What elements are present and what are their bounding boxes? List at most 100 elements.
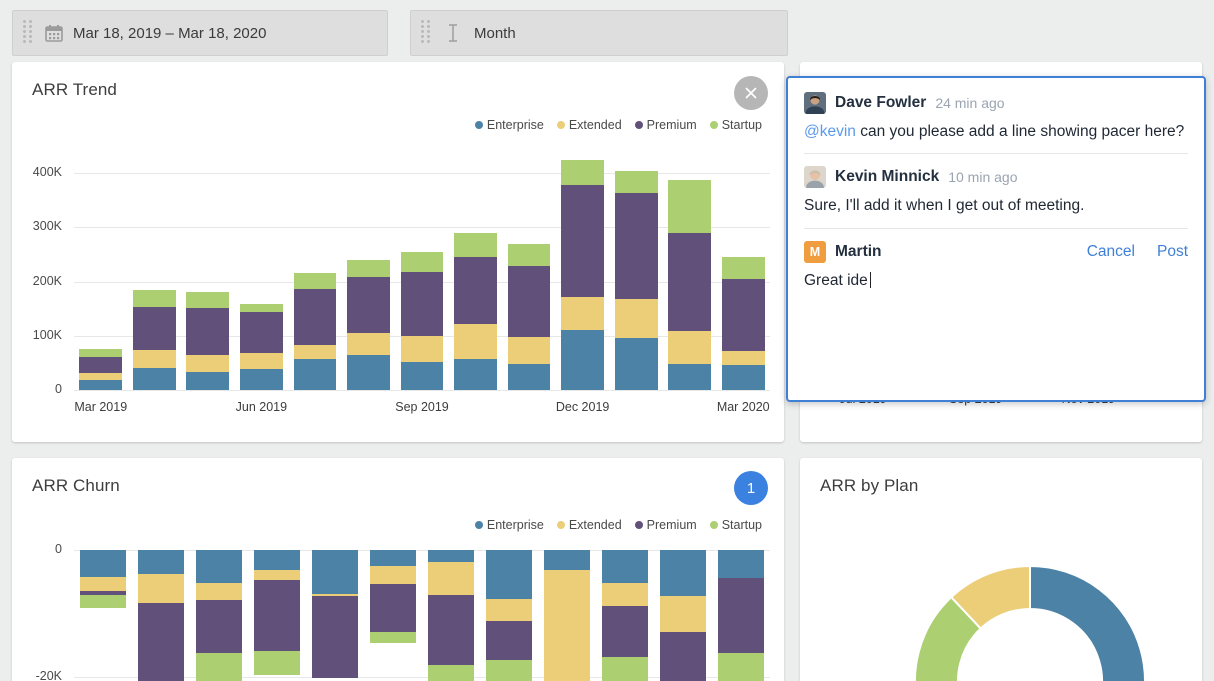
legend-item-enterprise[interactable]: Enterprise bbox=[474, 118, 544, 132]
bar-column[interactable] bbox=[186, 292, 230, 390]
bar-segment-extended[interactable] bbox=[132, 349, 176, 369]
bar-segment-extended[interactable] bbox=[79, 372, 123, 381]
bar-column[interactable] bbox=[138, 550, 184, 681]
bar-segment-startup[interactable] bbox=[370, 632, 416, 644]
bar-segment-extended[interactable] bbox=[602, 582, 648, 607]
donut-slice-enterprise[interactable] bbox=[1029, 564, 1146, 681]
bar-column[interactable] bbox=[721, 257, 765, 390]
bar-segment-premium[interactable] bbox=[80, 591, 126, 596]
bar-column[interactable] bbox=[668, 180, 712, 390]
bar-segment-premium[interactable] bbox=[602, 606, 648, 657]
bar-segment-premium[interactable] bbox=[507, 266, 551, 338]
bar-segment-startup[interactable] bbox=[400, 252, 444, 273]
bar-segment-premium[interactable] bbox=[428, 595, 474, 665]
bar-segment-enterprise[interactable] bbox=[660, 550, 706, 597]
bar-segment-startup[interactable] bbox=[347, 260, 390, 278]
bar-segment-startup[interactable] bbox=[668, 180, 712, 234]
bar-segment-premium[interactable] bbox=[312, 596, 358, 679]
bar-segment-premium[interactable] bbox=[400, 272, 444, 336]
bar-segment-startup[interactable] bbox=[196, 653, 242, 681]
arr-churn-chart[interactable]: 0 -20K bbox=[12, 538, 784, 681]
bar-segment-premium[interactable] bbox=[614, 192, 658, 299]
bar-segment-extended[interactable] bbox=[668, 331, 712, 364]
drag-handle-icon[interactable] bbox=[23, 20, 33, 46]
bar-column[interactable] bbox=[718, 550, 764, 681]
legend-item-extended[interactable]: Extended bbox=[556, 518, 622, 532]
bar-segment-premium[interactable] bbox=[138, 603, 184, 681]
legend-item-startup[interactable]: Startup bbox=[709, 518, 762, 532]
bar-segment-premium[interactable] bbox=[486, 621, 532, 661]
bar-column[interactable] bbox=[602, 550, 648, 681]
bar-segment-startup[interactable] bbox=[486, 660, 532, 681]
bar-column[interactable] bbox=[507, 243, 551, 390]
bar-segment-extended[interactable] bbox=[614, 298, 658, 338]
legend-item-premium[interactable]: Premium bbox=[634, 518, 697, 532]
bar-column[interactable] bbox=[347, 260, 390, 390]
bar-segment-extended[interactable] bbox=[370, 566, 416, 585]
bar-segment-premium[interactable] bbox=[347, 277, 390, 334]
bar-segment-premium[interactable] bbox=[132, 306, 176, 350]
bar-segment-startup[interactable] bbox=[507, 243, 551, 267]
status-badge[interactable]: 1 bbox=[734, 471, 768, 505]
bar-segment-extended[interactable] bbox=[428, 562, 474, 596]
bar-column[interactable] bbox=[486, 550, 532, 681]
bar-segment-startup[interactable] bbox=[239, 303, 283, 312]
bar-column[interactable] bbox=[614, 170, 658, 390]
bar-segment-enterprise[interactable] bbox=[668, 363, 712, 390]
legend-item-enterprise[interactable]: Enterprise bbox=[474, 518, 544, 532]
bar-segment-premium[interactable] bbox=[239, 311, 283, 353]
bar-segment-enterprise[interactable] bbox=[196, 550, 242, 583]
bar-segment-extended[interactable] bbox=[186, 355, 230, 373]
bar-segment-premium[interactable] bbox=[370, 584, 416, 633]
legend-item-extended[interactable]: Extended bbox=[556, 118, 622, 132]
bar-segment-startup[interactable] bbox=[79, 349, 123, 357]
bar-segment-extended[interactable] bbox=[138, 574, 184, 604]
bar-segment-premium[interactable] bbox=[721, 278, 765, 351]
bar-segment-extended[interactable] bbox=[293, 345, 337, 359]
legend-item-premium[interactable]: Premium bbox=[634, 118, 697, 132]
bar-column[interactable] bbox=[80, 550, 126, 609]
bar-segment-extended[interactable] bbox=[239, 352, 283, 369]
bar-segment-enterprise[interactable] bbox=[254, 550, 300, 571]
bar-column[interactable] bbox=[79, 349, 123, 390]
bar-segment-extended[interactable] bbox=[196, 582, 242, 601]
bar-segment-startup[interactable] bbox=[614, 170, 658, 193]
bar-segment-enterprise[interactable] bbox=[486, 550, 532, 600]
arr-trend-chart[interactable]: 0 100K 200K 300K 400K Mar 2019 Jun 2019 Sep 201… bbox=[12, 140, 784, 430]
post-button[interactable]: Post bbox=[1156, 242, 1188, 260]
bar-column[interactable] bbox=[196, 550, 242, 681]
bar-segment-startup[interactable] bbox=[80, 595, 126, 609]
bar-segment-startup[interactable] bbox=[718, 652, 764, 681]
bar-segment-premium[interactable] bbox=[561, 185, 605, 297]
bar-segment-enterprise[interactable] bbox=[293, 358, 337, 390]
bar-segment-enterprise[interactable] bbox=[454, 359, 497, 390]
bar-segment-startup[interactable] bbox=[428, 664, 474, 681]
bar-segment-premium[interactable] bbox=[668, 233, 712, 332]
bar-column[interactable] bbox=[312, 550, 358, 679]
bar-segment-premium[interactable] bbox=[718, 577, 764, 653]
bar-segment-startup[interactable] bbox=[561, 159, 605, 186]
bar-segment-extended[interactable] bbox=[454, 324, 497, 360]
bar-segment-extended[interactable] bbox=[544, 570, 590, 681]
bar-segment-enterprise[interactable] bbox=[132, 368, 176, 390]
bar-segment-enterprise[interactable] bbox=[507, 363, 551, 390]
bar-segment-enterprise[interactable] bbox=[312, 550, 358, 595]
bar-segment-enterprise[interactable] bbox=[718, 550, 764, 578]
bar-column[interactable] bbox=[428, 550, 474, 681]
bar-segment-extended[interactable] bbox=[561, 296, 605, 331]
granularity-filter[interactable]: Month bbox=[410, 10, 788, 56]
bar-column[interactable] bbox=[293, 272, 337, 390]
compose-input[interactable]: Great ide bbox=[804, 270, 1188, 291]
bar-segment-premium[interactable] bbox=[186, 307, 230, 356]
mention-link[interactable]: @kevin bbox=[804, 123, 856, 140]
bar-column[interactable] bbox=[239, 303, 283, 390]
bar-segment-extended[interactable] bbox=[400, 335, 444, 362]
bar-segment-startup[interactable] bbox=[186, 292, 230, 308]
bar-segment-extended[interactable] bbox=[507, 337, 551, 364]
bar-segment-enterprise[interactable] bbox=[347, 355, 390, 390]
bar-segment-enterprise[interactable] bbox=[138, 550, 184, 575]
bar-segment-enterprise[interactable] bbox=[239, 368, 283, 390]
bar-segment-enterprise[interactable] bbox=[561, 330, 605, 390]
bar-segment-premium[interactable] bbox=[79, 356, 123, 373]
drag-handle-icon[interactable] bbox=[421, 20, 431, 46]
